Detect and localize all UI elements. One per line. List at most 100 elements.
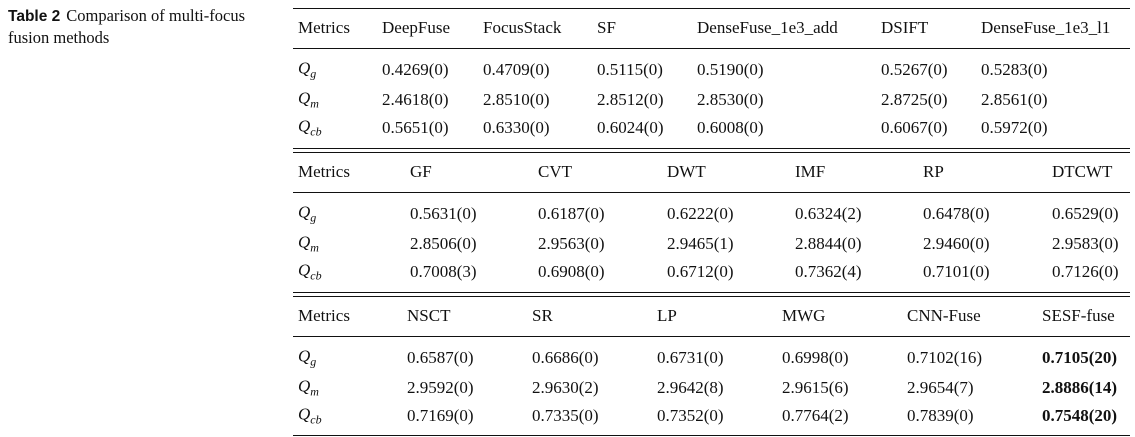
metric-label: Qm — [298, 377, 319, 400]
column-header: DWT — [667, 162, 706, 181]
metric-symbol: Q — [298, 376, 311, 396]
table-rule — [293, 48, 1130, 49]
column-header: DenseFuse_1e3_add — [697, 18, 838, 37]
table-rule — [293, 292, 1130, 294]
metric-subscript: cb — [310, 268, 322, 283]
table-cell: 0.5972(0) — [981, 118, 1048, 137]
table-cell: 2.9615(6) — [782, 378, 849, 397]
column-header: SESF-fuse — [1042, 306, 1115, 325]
metric-symbol: Q — [298, 404, 311, 424]
table-cell: 2.9583(0) — [1052, 234, 1119, 253]
table-rule — [293, 435, 1130, 437]
table-cell: 0.6478(0) — [923, 204, 990, 223]
caption-label: Table 2 — [8, 8, 61, 25]
table-cell: 0.4269(0) — [382, 60, 449, 79]
table-cell: 2.9630(2) — [532, 378, 599, 397]
caption-text: Comparison of multi-focus fusion methods — [8, 6, 245, 47]
metric-label: Qg — [298, 59, 316, 82]
table-rule — [293, 152, 1130, 154]
table-cell: 0.5190(0) — [697, 60, 764, 79]
table-cell: 0.6587(0) — [407, 348, 474, 367]
table-cell: 2.8530(0) — [697, 90, 764, 109]
table-caption: Table 2 Comparison of multi-focus fusion … — [8, 5, 258, 48]
table-cell: 2.9563(0) — [538, 234, 605, 253]
metric-symbol: Q — [298, 260, 311, 280]
table-cell: 0.7105(20) — [1042, 348, 1118, 367]
table-cell: 0.6686(0) — [532, 348, 599, 367]
column-header: GF — [410, 162, 432, 181]
metric-subscript: g — [310, 66, 317, 81]
column-header: Metrics — [298, 18, 350, 37]
column-header: Metrics — [298, 306, 350, 325]
metric-subscript: cb — [310, 412, 322, 427]
column-header: LP — [657, 306, 677, 325]
table-cell: 0.5283(0) — [981, 60, 1048, 79]
table-cell: 0.4709(0) — [483, 60, 550, 79]
table-cell: 2.8561(0) — [981, 90, 1048, 109]
table-cell: 0.6187(0) — [538, 204, 605, 223]
table-cell: 2.9592(0) — [407, 378, 474, 397]
metric-subscript: m — [310, 240, 319, 255]
table-cell: 0.6324(2) — [795, 204, 862, 223]
column-header: SF — [597, 18, 616, 37]
table-cell: 0.6529(0) — [1052, 204, 1119, 223]
metric-label: Qm — [298, 233, 319, 256]
table-cell: 0.6008(0) — [697, 118, 764, 137]
column-header: Metrics — [298, 162, 350, 181]
column-header: NSCT — [407, 306, 451, 325]
table-cell: 2.9654(7) — [907, 378, 974, 397]
metric-symbol: Q — [298, 88, 311, 108]
table-cell: 0.7548(20) — [1042, 406, 1118, 425]
table-cell: 2.8512(0) — [597, 90, 664, 109]
table-rule — [293, 296, 1130, 298]
table-cell: 0.6024(0) — [597, 118, 664, 137]
table-cell: 0.6712(0) — [667, 262, 734, 281]
metric-symbol: Q — [298, 202, 311, 222]
table-cell: 0.7008(3) — [410, 262, 477, 281]
table-cell: 0.6067(0) — [881, 118, 948, 137]
table-cell: 0.7764(2) — [782, 406, 849, 425]
column-header: CNN-Fuse — [907, 306, 981, 325]
table-cell: 0.7169(0) — [407, 406, 474, 425]
metric-symbol: Q — [298, 346, 311, 366]
metric-symbol: Q — [298, 232, 311, 252]
metric-label: Qg — [298, 347, 316, 370]
metric-label: Qcb — [298, 261, 322, 284]
table-cell: 0.6330(0) — [483, 118, 550, 137]
column-header: RP — [923, 162, 944, 181]
table-cell: 0.6222(0) — [667, 204, 734, 223]
table-cell: 0.6731(0) — [657, 348, 724, 367]
metric-symbol: Q — [298, 58, 311, 78]
table-cell: 0.5651(0) — [382, 118, 449, 137]
metric-subscript: cb — [310, 124, 322, 139]
table-cell: 2.8510(0) — [483, 90, 550, 109]
table-cell: 0.5267(0) — [881, 60, 948, 79]
column-header: DeepFuse — [382, 18, 450, 37]
table-cell: 0.7335(0) — [532, 406, 599, 425]
metric-label: Qg — [298, 203, 316, 226]
table-cell: 0.5115(0) — [597, 60, 663, 79]
column-header: SR — [532, 306, 553, 325]
table-cell: 0.5631(0) — [410, 204, 477, 223]
column-header: CVT — [538, 162, 572, 181]
table-cell: 2.8506(0) — [410, 234, 477, 253]
table-rule — [293, 336, 1130, 337]
table-cell: 0.7839(0) — [907, 406, 974, 425]
table-cell: 2.4618(0) — [382, 90, 449, 109]
table-cell: 2.9460(0) — [923, 234, 990, 253]
column-header: FocusStack — [483, 18, 562, 37]
column-header: IMF — [795, 162, 826, 181]
table-cell: 0.7102(16) — [907, 348, 983, 367]
column-header: DenseFuse_1e3_l1 — [981, 18, 1111, 37]
table-cell: 0.6998(0) — [782, 348, 849, 367]
table-cell: 2.8844(0) — [795, 234, 862, 253]
table-cell: 0.7362(4) — [795, 262, 862, 281]
table-cell: 0.7101(0) — [923, 262, 990, 281]
metric-subscript: g — [310, 354, 317, 369]
table-rule — [293, 8, 1130, 10]
table-cell: 2.9465(1) — [667, 234, 734, 253]
column-header: DTCWT — [1052, 162, 1113, 181]
table-rule — [293, 192, 1130, 193]
column-header: DSIFT — [881, 18, 929, 37]
